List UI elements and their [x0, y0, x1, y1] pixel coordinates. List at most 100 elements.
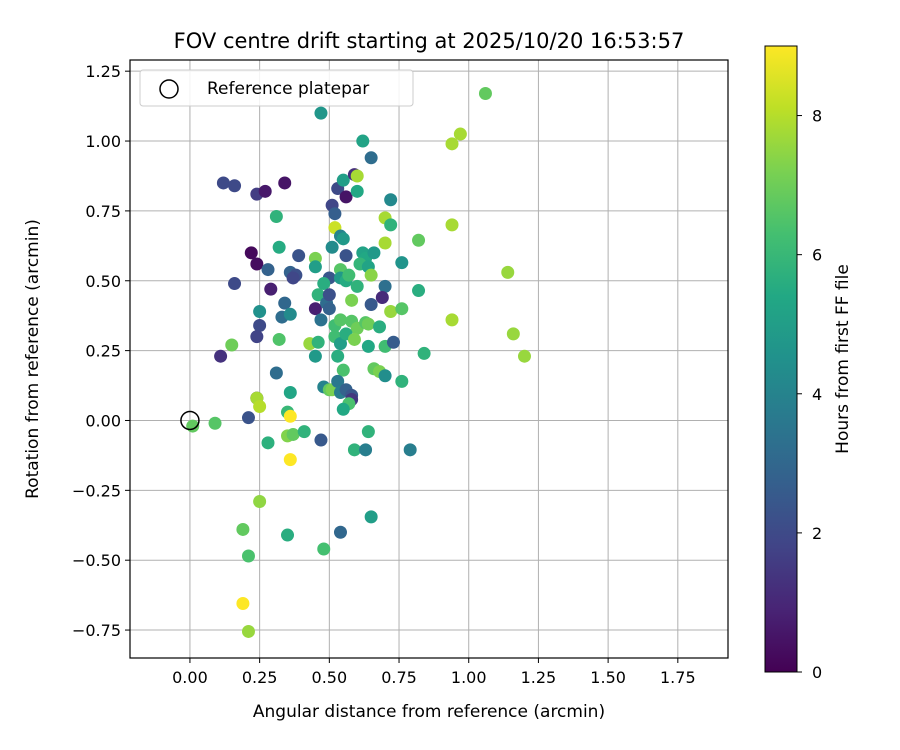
scatter-point [347, 443, 361, 457]
scatter-point [308, 302, 322, 316]
scatter-point [339, 249, 353, 263]
scatter-point [361, 425, 375, 439]
legend-reference-icon [159, 79, 179, 99]
colorbar-label: Hours from first FF file [833, 264, 853, 454]
scatter-point [361, 339, 375, 353]
x-tick-label: 1.50 [590, 668, 626, 687]
colorbar-tick-label: 8 [812, 107, 822, 126]
y-tick-label: −0.25 [72, 481, 121, 500]
scatter-point [445, 218, 459, 232]
scatter-point [417, 346, 431, 360]
x-tick-label: 1.25 [521, 668, 557, 687]
scatter-point [208, 416, 222, 430]
x-tick-label: 1.00 [451, 668, 487, 687]
scatter-point [384, 218, 398, 232]
scatter-point [378, 279, 392, 293]
reference-marker [180, 410, 200, 431]
scatter-point [241, 411, 255, 425]
scatter-point [214, 349, 228, 363]
scatter-point [322, 302, 336, 316]
scatter-point [236, 522, 250, 536]
scatter-point [336, 173, 350, 187]
colorbar-tick-label: 6 [812, 246, 822, 265]
scatter-point [283, 453, 297, 467]
scatter-point [241, 549, 255, 563]
scatter-point [261, 436, 275, 450]
scatter-point [336, 402, 350, 416]
x-tick-label: 0.25 [242, 668, 278, 687]
scatter-point [261, 263, 275, 277]
scatter-point [412, 233, 426, 247]
scatter-point [333, 337, 347, 351]
x-tick-label: 0.50 [312, 668, 348, 687]
scatter-point [269, 366, 283, 380]
scatter-point [286, 271, 300, 285]
scatter-point [345, 293, 359, 307]
scatter-point [336, 232, 350, 246]
legend: Reference platepar [139, 69, 414, 107]
scatter-point [253, 400, 267, 414]
scatter-point [395, 374, 409, 388]
scatter-point [364, 268, 378, 282]
y-tick-label: 1.00 [85, 132, 121, 151]
y-tick-label: 0.25 [85, 342, 121, 361]
scatter-point [395, 256, 409, 270]
scatter-point [386, 335, 400, 349]
scatter-point [317, 542, 331, 556]
scatter-point [317, 277, 331, 291]
scatter-point [228, 277, 242, 291]
scatter-point [253, 304, 267, 318]
scatter-point [445, 313, 459, 327]
scatter-point [506, 327, 520, 341]
scatter-point [336, 363, 350, 377]
scatter-point [403, 443, 417, 457]
scatter-point [350, 279, 364, 293]
scatter-point [384, 193, 398, 207]
legend-box [139, 69, 414, 107]
scatter-point [283, 409, 297, 423]
y-tick-label: −0.50 [72, 551, 121, 570]
scatter-point [253, 318, 267, 332]
scatter-point [322, 288, 336, 302]
scatter-point [359, 443, 373, 457]
scatter-point [331, 349, 345, 363]
scatter-point [236, 597, 250, 611]
scatter-point [375, 291, 389, 305]
scatter-point [356, 134, 370, 148]
scatter-point [283, 307, 297, 321]
scatter-point [517, 349, 531, 363]
scatter-point [331, 374, 345, 388]
scatter-point [241, 624, 255, 638]
scatter-point [384, 304, 398, 318]
scatter-point [258, 184, 272, 198]
scatter-point [347, 332, 361, 346]
scatter-point [292, 249, 306, 263]
scatter-point [361, 317, 375, 331]
scatter-point [269, 209, 283, 223]
y-tick-label: 1.25 [85, 62, 121, 81]
colorbar-ticks: 0 2 4 6 8 [797, 107, 822, 682]
scatter-point [339, 190, 353, 204]
x-axis-label: Angular distance from reference (arcmin) [253, 702, 605, 722]
scatter-point [311, 335, 325, 349]
scatter-point [311, 288, 325, 302]
plot-frame [129, 59, 729, 659]
colorbar-tick-label: 4 [812, 385, 822, 404]
scatter-point [478, 87, 492, 101]
scatter-point [286, 427, 300, 441]
scatter-point [342, 268, 356, 282]
chart-title: FOV centre drift starting at 2025/10/20 … [174, 29, 685, 53]
scatter-point [501, 265, 515, 279]
colorbar [764, 45, 798, 673]
scatter-point [350, 169, 364, 183]
y-axis-label: Rotation from reference (arcmin) [23, 219, 43, 499]
x-axis-ticks: 0.00 0.25 0.50 0.75 1.00 1.25 1.50 1.75 [172, 658, 696, 687]
scatter-point [225, 338, 239, 352]
scatter-point [364, 298, 378, 312]
scatter-point [395, 302, 409, 316]
scatter-point [250, 257, 264, 271]
scatter-point [216, 176, 230, 190]
scatter-point [314, 433, 328, 447]
y-tick-label: 0.50 [85, 272, 121, 291]
scatter-point [244, 246, 258, 260]
